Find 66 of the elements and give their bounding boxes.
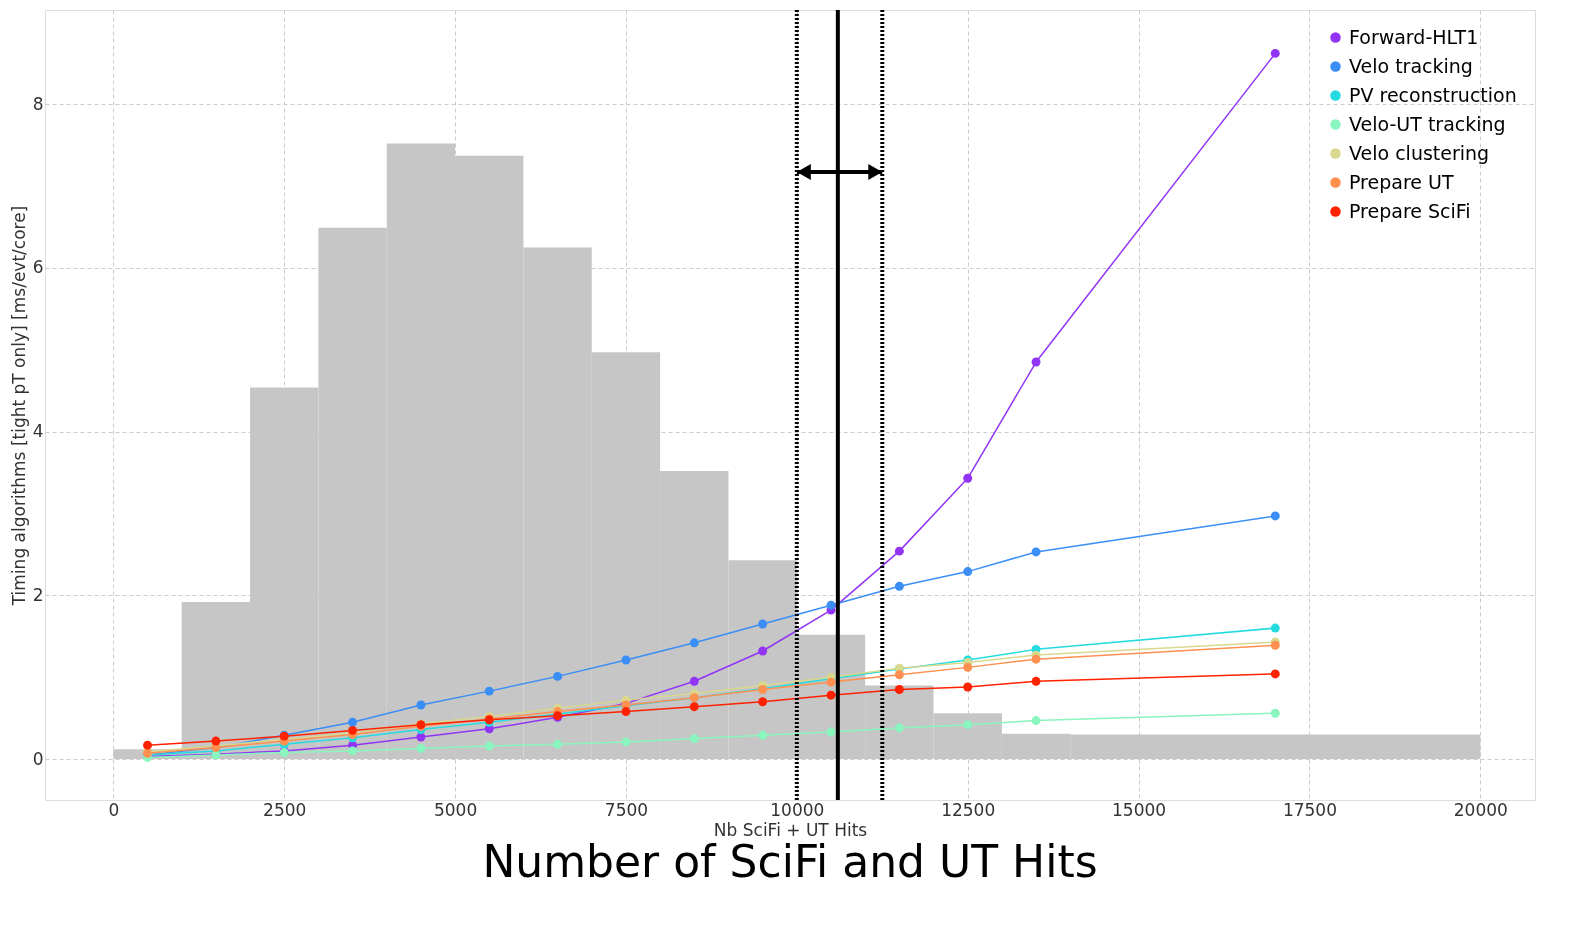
point — [1031, 676, 1041, 686]
x-tick-label: 20000 — [1453, 799, 1508, 820]
point — [553, 739, 563, 749]
point — [1270, 623, 1280, 633]
point — [689, 734, 699, 744]
point — [416, 743, 426, 753]
y-tick-label: 8 — [32, 93, 44, 114]
point — [621, 737, 631, 747]
point — [758, 697, 768, 707]
point — [963, 567, 973, 577]
point — [1031, 547, 1041, 557]
point — [1031, 654, 1041, 664]
point — [758, 619, 768, 629]
y-tick-label: 6 — [32, 257, 44, 278]
point — [1270, 669, 1280, 679]
y-tick-label: 4 — [32, 421, 44, 442]
x-tick-label: 10000 — [770, 799, 825, 820]
x-tick-label: 0 — [108, 799, 120, 820]
y-tick-label: 0 — [32, 748, 44, 769]
x-tick-label: 7500 — [604, 799, 649, 820]
point — [689, 676, 699, 686]
point — [758, 646, 768, 656]
x-tick-label: 2500 — [263, 799, 307, 820]
legend-label: Velo clustering — [1349, 141, 1490, 164]
legend-label: PV reconstruction — [1349, 83, 1517, 106]
point — [1270, 511, 1280, 521]
point — [1031, 716, 1041, 726]
point — [621, 707, 631, 717]
y-tick-label: 2 — [32, 584, 44, 605]
legend-label: Velo tracking — [1349, 54, 1473, 77]
x-tick-label: 15000 — [1112, 799, 1167, 820]
point — [689, 702, 699, 712]
point — [553, 671, 563, 681]
point — [963, 682, 973, 692]
point — [211, 736, 221, 746]
x-tick-label: 17500 — [1282, 799, 1337, 820]
point — [1270, 48, 1280, 58]
point — [894, 685, 904, 694]
point — [963, 473, 973, 483]
point — [484, 741, 494, 751]
point — [963, 720, 973, 730]
point — [689, 638, 699, 648]
point — [1031, 357, 1041, 367]
point — [894, 670, 904, 680]
legend-label: Prepare SciFi — [1349, 199, 1471, 222]
legend-label: Prepare UT — [1349, 170, 1454, 193]
point — [143, 740, 152, 750]
point — [894, 581, 904, 591]
point — [894, 546, 904, 556]
x-tick-label: 12500 — [941, 799, 996, 820]
point — [621, 655, 631, 665]
x-tick-label: 5000 — [433, 799, 478, 820]
point — [348, 746, 358, 756]
point — [416, 700, 426, 710]
point — [826, 727, 836, 737]
point — [963, 662, 973, 672]
point — [826, 690, 836, 700]
point — [894, 723, 904, 733]
point — [1270, 708, 1280, 718]
point — [758, 730, 768, 740]
legend-label: Forward-HLT1 — [1349, 25, 1479, 48]
y-axis-title: Timing algorithms [tight pT only] [ms/evt/core] — [8, 205, 29, 607]
legend-label: Velo-UT tracking — [1349, 112, 1506, 135]
point — [348, 717, 358, 727]
point — [826, 600, 836, 610]
point — [484, 686, 494, 696]
